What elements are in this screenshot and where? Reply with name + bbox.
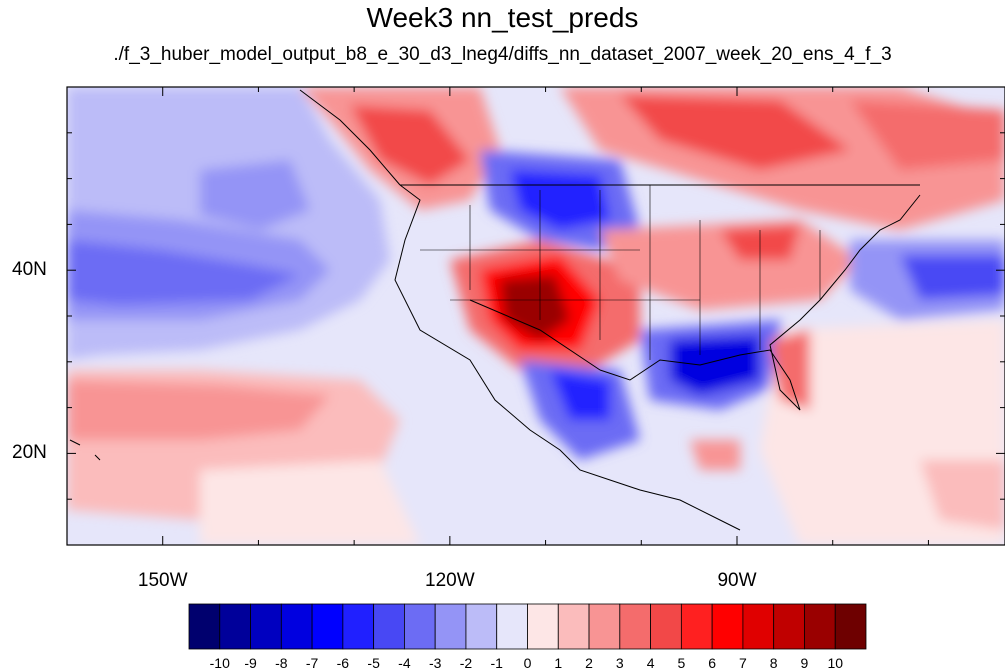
colorbar-label-15: 5 bbox=[677, 655, 685, 671]
lon-label-1: 120W bbox=[425, 570, 475, 591]
map-title: Week3 nn_test_preds bbox=[366, 2, 639, 33]
colorbar-box-19 bbox=[773, 603, 805, 650]
state-borders bbox=[420, 185, 821, 360]
colorbar-box-18 bbox=[742, 603, 775, 650]
colorbar-box-0 bbox=[188, 603, 221, 650]
colorbar-label-0: -10 bbox=[210, 655, 230, 671]
west-coast-line bbox=[394, 184, 741, 531]
colorbar-label-19: 9 bbox=[801, 655, 809, 671]
field-caribbean-pink-east bbox=[920, 460, 1005, 530]
colorbar-label-2: -8 bbox=[275, 655, 288, 671]
field-southwest-red-core bbox=[500, 275, 570, 340]
colorbar-label-20: 10 bbox=[827, 655, 843, 671]
map-field bbox=[67, 87, 1005, 545]
colorbar-box-11 bbox=[527, 603, 559, 650]
colorbar-box-3 bbox=[280, 603, 313, 650]
colorbar-box-15 bbox=[650, 603, 682, 650]
colorbar-box-1 bbox=[219, 603, 251, 650]
colorbar-box-14 bbox=[619, 603, 651, 650]
field-canada-red-east-core bbox=[620, 95, 850, 170]
colorbar-label-18: 8 bbox=[770, 655, 778, 671]
map-subtitle: ./f_3_huber_model_output_b8_e_30_d3_lneg… bbox=[113, 44, 892, 65]
colorbar-box-12 bbox=[557, 603, 590, 650]
colorbar-box-4 bbox=[311, 603, 344, 650]
us-mexico-border bbox=[469, 299, 601, 371]
lat-label-0: 40N bbox=[12, 259, 47, 281]
colorbar-box-2 bbox=[250, 603, 282, 650]
field-pacific-blue-north bbox=[200, 160, 310, 230]
colorbar-box-8 bbox=[434, 603, 467, 650]
field-canada-red-core bbox=[350, 105, 470, 185]
colorbar-box-5 bbox=[342, 603, 375, 650]
colorbar-box-13 bbox=[588, 603, 621, 650]
field-pacific-pink-south bbox=[200, 460, 420, 545]
colorbar-box-20 bbox=[804, 603, 836, 650]
colorbar-label-11: 1 bbox=[554, 655, 562, 671]
gulf-east-coast-line bbox=[599, 194, 921, 411]
colorbar-box-16 bbox=[680, 603, 713, 650]
colorbar-label-12: 2 bbox=[585, 655, 593, 671]
colorbar-label-9: -1 bbox=[491, 655, 504, 671]
colorbar-box-9 bbox=[465, 603, 498, 650]
alaska-coast bbox=[299, 89, 401, 186]
field-canada-red-far-east bbox=[850, 100, 1005, 170]
field-atlantic-blue-core bbox=[900, 255, 1005, 300]
colorbar-label-10: 0 bbox=[524, 655, 532, 671]
colorbar-label-6: -4 bbox=[398, 655, 411, 671]
colorbar-box-21 bbox=[834, 603, 867, 650]
coastlines bbox=[69, 89, 921, 531]
lon-label-0: 150W bbox=[137, 570, 188, 591]
map-ticks bbox=[66, 86, 1005, 546]
colorbar-label-16: 6 bbox=[708, 655, 716, 671]
colorbar-label-4: -6 bbox=[337, 655, 350, 671]
colorbar-label-7: -3 bbox=[429, 655, 442, 671]
colorbar-label-13: 3 bbox=[616, 655, 624, 671]
colorbar-label-5: -5 bbox=[367, 655, 380, 671]
field-pacific-blue-core bbox=[67, 240, 300, 305]
field-gulf-blue-core bbox=[670, 335, 760, 395]
field-mexico-blue-core bbox=[550, 370, 610, 420]
colorbar-label-14: 4 bbox=[647, 655, 655, 671]
field-pacific-red-core bbox=[67, 380, 330, 440]
colorbar-box-10 bbox=[496, 603, 528, 650]
colorbar-label-17: 7 bbox=[739, 655, 747, 671]
colorbar-label-8: -2 bbox=[460, 655, 473, 671]
field-central-america-red bbox=[690, 440, 740, 470]
lon-label-2: 90W bbox=[717, 570, 757, 591]
colorbar-box-6 bbox=[373, 603, 405, 650]
lat-label-1: 20N bbox=[12, 442, 47, 464]
colorbar-label-1: -9 bbox=[244, 655, 257, 671]
colorbar-box-17 bbox=[711, 603, 744, 650]
colorbar-box-7 bbox=[404, 603, 436, 650]
colorbar-label-3: -7 bbox=[306, 655, 319, 671]
hawaii-islands bbox=[69, 439, 101, 461]
